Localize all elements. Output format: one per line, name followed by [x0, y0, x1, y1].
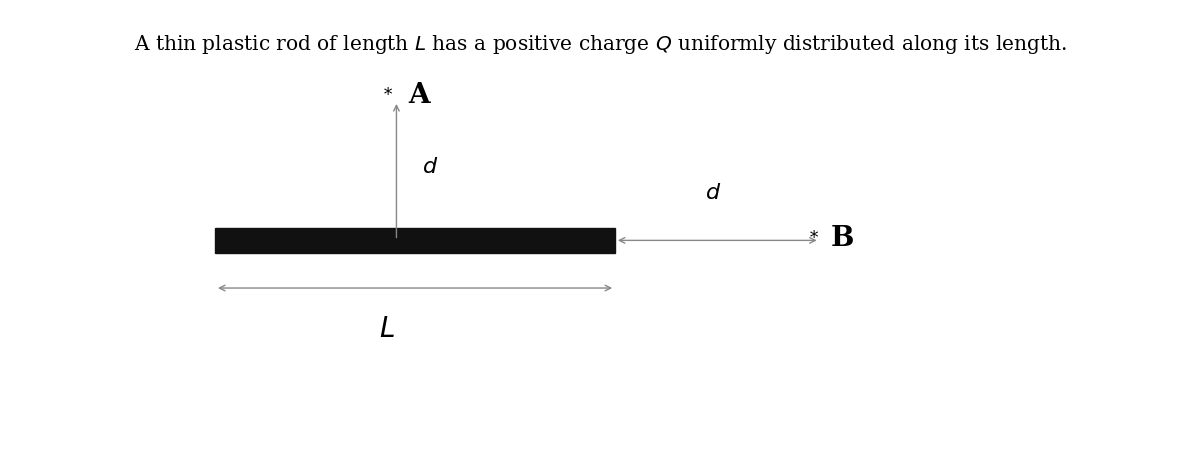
Text: B: B — [830, 225, 854, 252]
Text: *: * — [810, 230, 817, 247]
Text: *: * — [384, 87, 391, 104]
Text: A: A — [408, 82, 430, 109]
Text: $d$: $d$ — [422, 156, 439, 178]
Bar — [215, 228, 616, 253]
Text: A thin plastic rod of length $L$ has a positive charge $Q$ uniformly distributed: A thin plastic rod of length $L$ has a p… — [133, 33, 1067, 56]
Text: $d$: $d$ — [704, 182, 721, 204]
Text: $L$: $L$ — [379, 316, 395, 343]
